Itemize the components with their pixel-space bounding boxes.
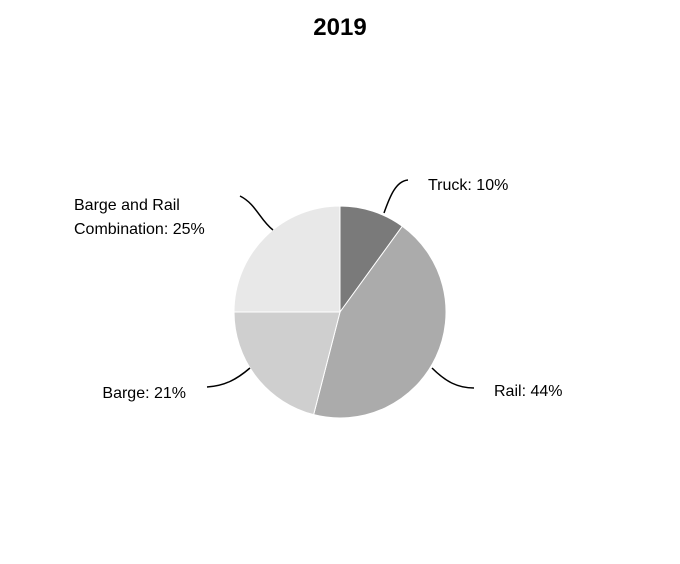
slice-label: Rail: 44% xyxy=(494,383,562,400)
pie-slice-barge xyxy=(233,311,341,416)
slice-label: Barge and Rail Combination: 25% xyxy=(74,197,205,238)
slice-label: Barge: 21% xyxy=(102,385,186,402)
pie-slice-rail xyxy=(313,225,447,419)
slice-label-line: Barge and Rail xyxy=(74,197,180,214)
leader-line xyxy=(239,195,274,231)
leader-line xyxy=(206,367,251,388)
slice-label: Truck: 10% xyxy=(428,177,508,194)
leader-line xyxy=(383,179,409,214)
slice-label-line: Combination: 25% xyxy=(74,221,205,238)
pie-slice-barge-and-rail-combination xyxy=(233,205,341,313)
chart-title: 2019 xyxy=(313,14,367,41)
leader-line xyxy=(431,367,475,389)
